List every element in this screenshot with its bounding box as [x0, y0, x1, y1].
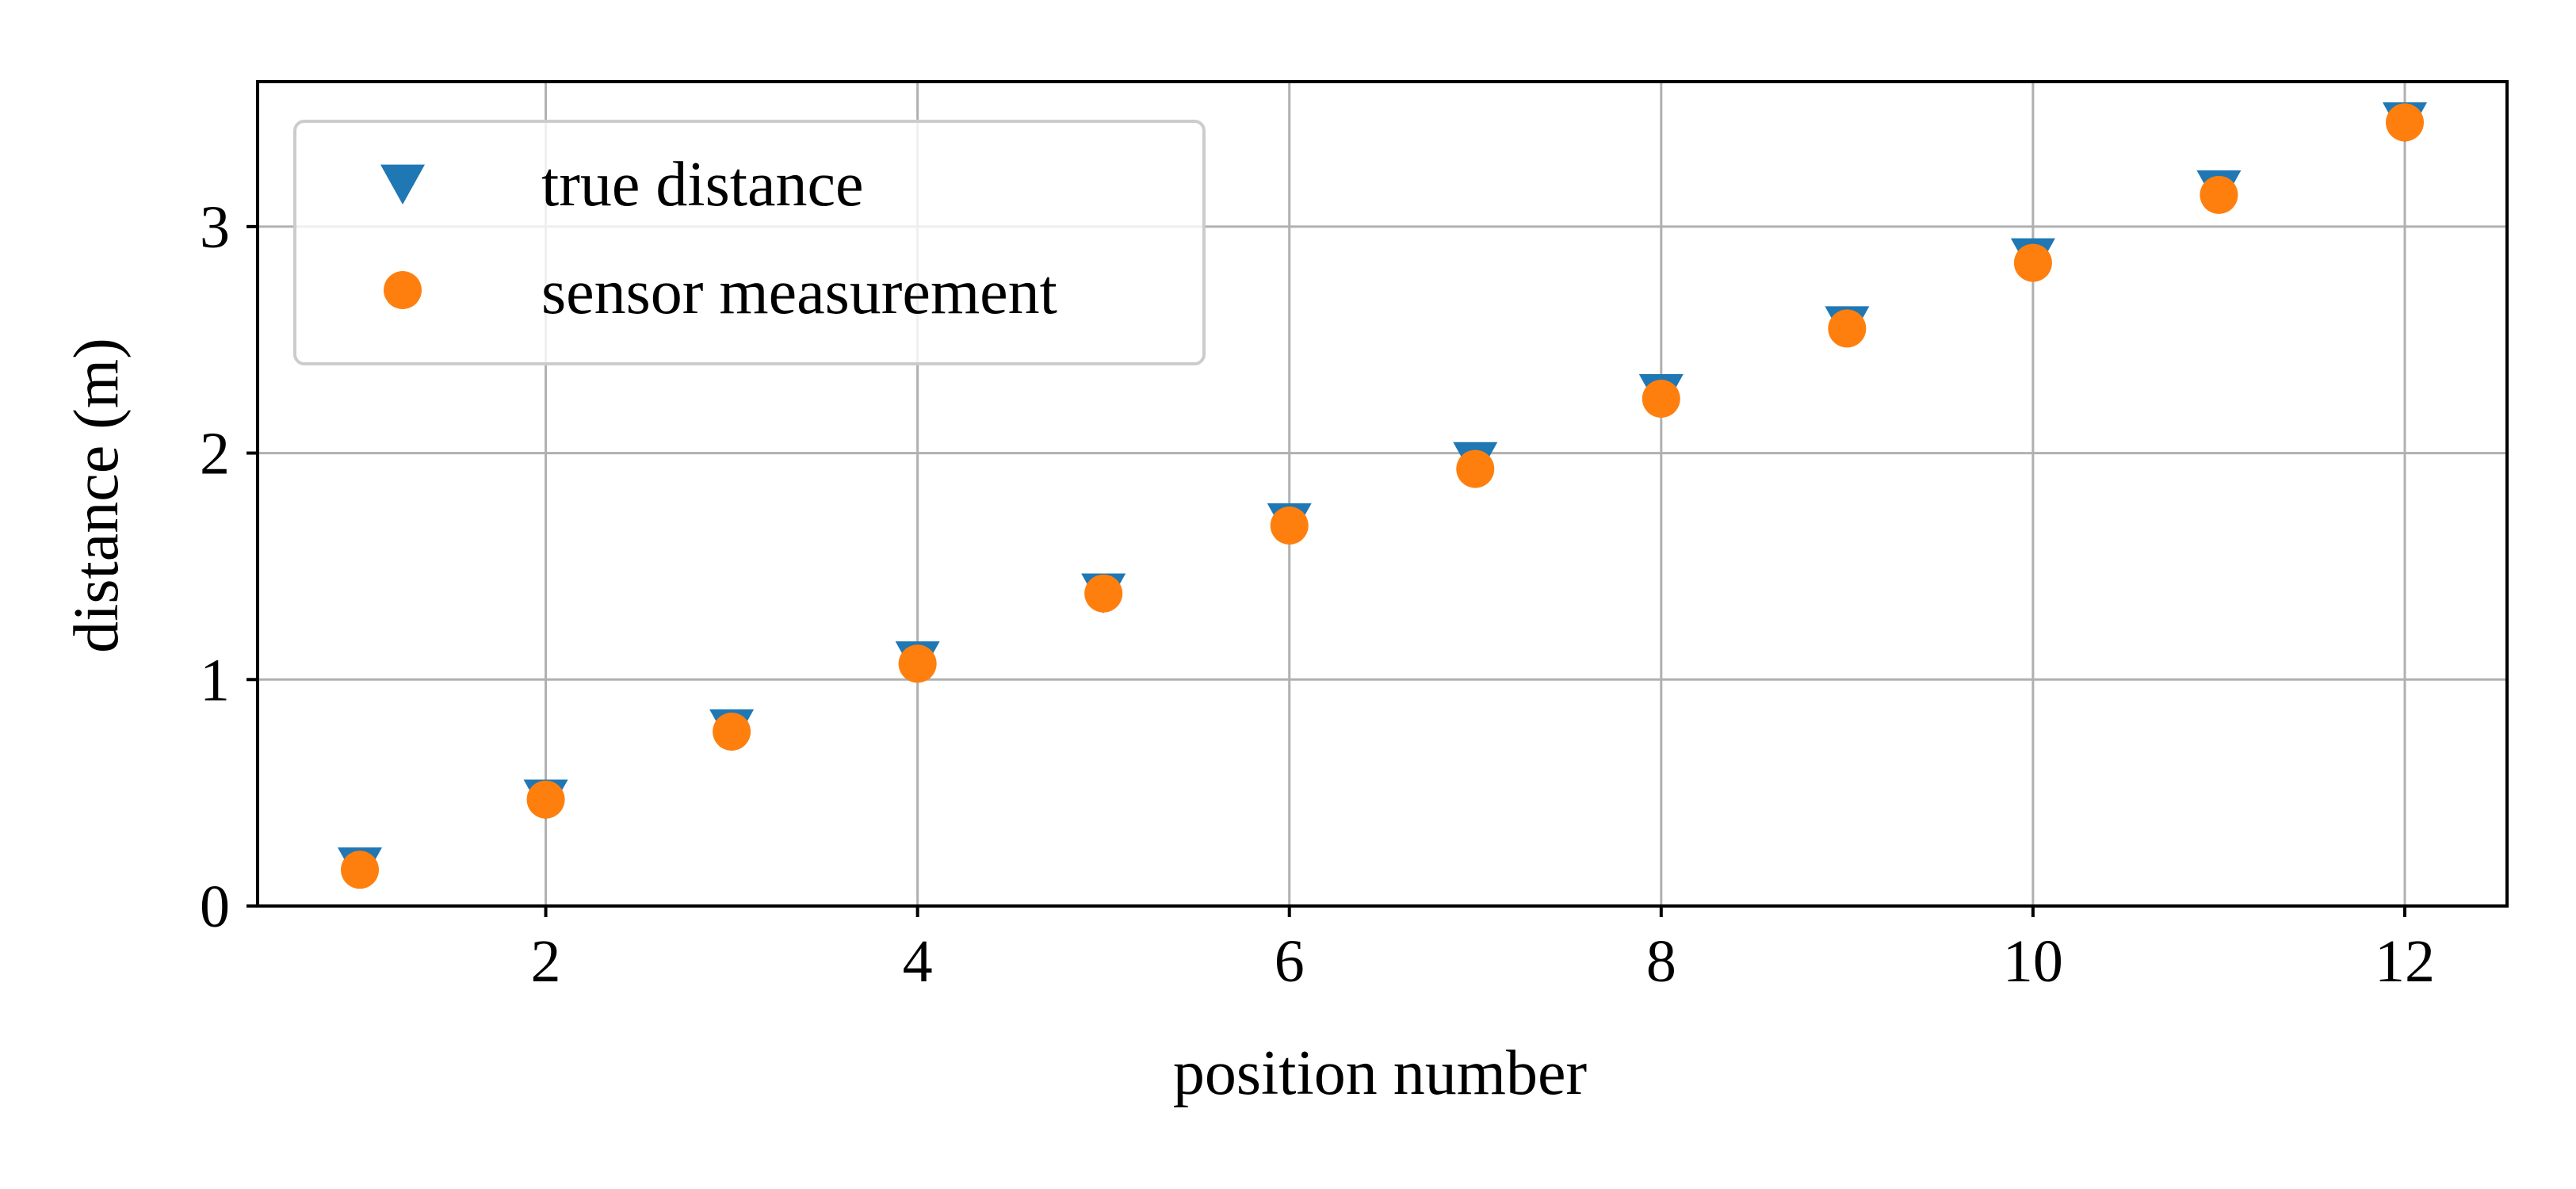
- legend-label: true distance: [541, 150, 863, 220]
- data-point-circle: [1084, 574, 1123, 613]
- legend: true distance sensor measurement: [293, 120, 1206, 365]
- x-tick-label: 10: [2003, 928, 2063, 995]
- series-1: [341, 103, 2424, 889]
- x-tick-label: 12: [2375, 928, 2435, 995]
- data-point-circle: [2386, 103, 2424, 142]
- data-point-circle: [341, 851, 379, 889]
- y-tick-label: 2: [200, 421, 230, 487]
- legend-label: sensor measurement: [541, 258, 1057, 327]
- y-tick-label: 1: [200, 647, 230, 713]
- axes-frame: [256, 80, 2509, 908]
- x-tick-label: 4: [903, 928, 933, 995]
- legend-entry: true distance: [380, 150, 863, 220]
- x-axis-label: position number: [1173, 1038, 1587, 1108]
- x-tick-label: 8: [1646, 928, 1676, 995]
- x-axis-ticks: 2 4 6 8 10 12: [531, 906, 2435, 995]
- legend-entry: sensor measurement: [384, 258, 1057, 327]
- y-axis-label: distance (m): [62, 338, 132, 653]
- x-tick-label: 6: [1275, 928, 1305, 995]
- data-point-circle: [1270, 507, 1309, 545]
- legend-triangle-marker: [380, 164, 425, 205]
- data-point-circle: [526, 780, 565, 819]
- legend-box: [293, 120, 1206, 365]
- y-tick-label: 0: [200, 874, 230, 940]
- data-point-circle: [2013, 243, 2052, 282]
- plot-area: [338, 102, 2427, 889]
- legend-circle-marker: [384, 271, 422, 309]
- data-point-circle: [898, 644, 937, 683]
- y-axis-ticks: 0 1 2 3: [200, 194, 258, 940]
- data-point-circle: [1456, 449, 1495, 488]
- data-point-circle: [2200, 175, 2238, 214]
- data-point-circle: [713, 713, 751, 751]
- data-point-circle: [1642, 380, 1680, 418]
- x-tick-label: 2: [531, 928, 561, 995]
- y-tick-label: 3: [200, 194, 230, 261]
- data-point-circle: [1828, 309, 1867, 348]
